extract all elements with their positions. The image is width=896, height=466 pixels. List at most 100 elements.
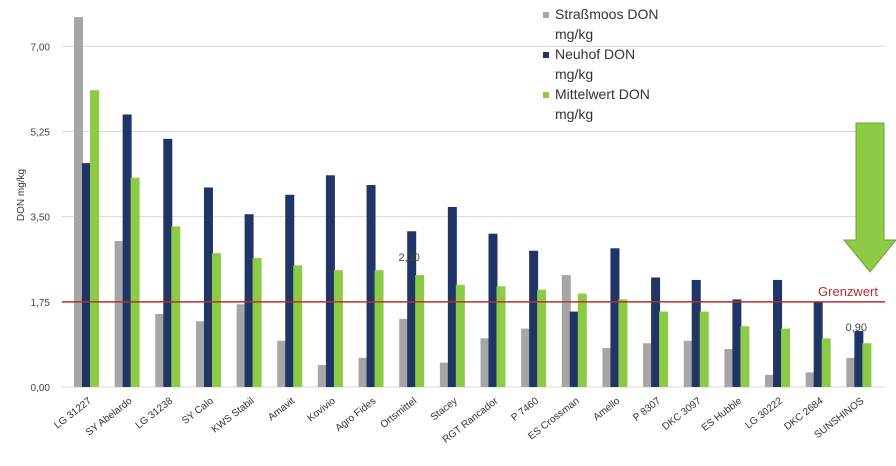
bar-mittelwert bbox=[171, 226, 181, 387]
bar-mittelwert bbox=[577, 293, 587, 387]
bar-strassmoos bbox=[643, 343, 653, 387]
bar-neuhof bbox=[610, 248, 620, 387]
bar-neuhof bbox=[366, 185, 376, 387]
bar-mittelwert bbox=[659, 311, 669, 387]
legend: Straßmoos DON mg/kg Neuhof DON mg/kg Mittelw… bbox=[543, 6, 658, 122]
down-arrow-icon bbox=[842, 122, 896, 273]
y-axis-label: DON mg/kg bbox=[16, 169, 27, 221]
bar-strassmoos bbox=[195, 321, 205, 387]
x-tick-label: Amello bbox=[591, 395, 622, 423]
x-tick-label: DKC 3097 bbox=[660, 395, 703, 432]
bar-strassmoos bbox=[480, 338, 490, 387]
x-tick-label: Agro Fides bbox=[334, 396, 379, 434]
x-tick-label: LG 30222 bbox=[744, 395, 786, 431]
bar-strassmoos bbox=[399, 318, 409, 387]
data-annotations: 2,30 0,90 bbox=[398, 252, 867, 334]
legend-swatch bbox=[543, 92, 549, 98]
bar-mittelwert bbox=[374, 270, 384, 387]
y-tick-label: 3,50 bbox=[31, 213, 51, 224]
bar-mittelwert bbox=[130, 177, 140, 387]
bar-mittelwert bbox=[699, 311, 709, 387]
legend-swatch bbox=[543, 52, 549, 58]
bar-strassmoos bbox=[561, 275, 571, 387]
bar-mittelwert bbox=[781, 328, 791, 387]
legend-label: Neuhof DON bbox=[555, 46, 635, 62]
bar-strassmoos bbox=[236, 304, 246, 387]
bar-neuhof bbox=[163, 138, 173, 387]
x-tick-label: ES Hubble bbox=[700, 395, 745, 433]
bar-neuhof bbox=[813, 301, 823, 387]
bar-neuhof bbox=[244, 214, 254, 387]
bar-neuhof bbox=[447, 206, 457, 387]
x-tick-label: Kovivio bbox=[306, 395, 339, 424]
bars bbox=[74, 17, 872, 388]
bar-mittelwert bbox=[496, 286, 506, 387]
data-annotation: 0,90 bbox=[846, 322, 867, 334]
bar-neuhof bbox=[122, 114, 132, 387]
legend-label: Mittelwert DON bbox=[555, 86, 650, 102]
bar-neuhof bbox=[691, 279, 701, 387]
bar-neuhof bbox=[285, 194, 295, 387]
bar-neuhof bbox=[529, 250, 539, 387]
grenzwert-label: Grenzwert bbox=[818, 284, 878, 299]
bar-strassmoos bbox=[277, 340, 287, 387]
bar-strassmoos bbox=[155, 314, 165, 387]
bar-mittelwert bbox=[821, 338, 831, 387]
y-tick-label: 1,75 bbox=[31, 298, 51, 309]
bar-neuhof bbox=[854, 331, 864, 387]
bar-mittelwert bbox=[211, 253, 221, 387]
bar-strassmoos bbox=[317, 365, 327, 387]
legend-label: Straßmoos DON bbox=[555, 6, 658, 22]
bar-mittelwert bbox=[537, 289, 547, 387]
legend-swatch bbox=[543, 12, 549, 18]
bar-strassmoos bbox=[805, 372, 815, 387]
x-tick-label: P 7460 bbox=[509, 395, 541, 423]
bar-neuhof bbox=[569, 311, 579, 387]
bar-strassmoos bbox=[724, 349, 734, 387]
bar-neuhof bbox=[732, 299, 742, 387]
y-axis-ticks: 0,00 1,75 3,50 5,25 7,00 bbox=[31, 42, 51, 394]
bar-strassmoos bbox=[521, 328, 531, 387]
bar-mittelwert bbox=[415, 275, 425, 387]
legend-label-unit: mg/kg bbox=[555, 106, 593, 122]
bar-mittelwert bbox=[862, 343, 872, 387]
bar-strassmoos bbox=[74, 17, 83, 388]
bar-mittelwert bbox=[455, 284, 465, 387]
bar-strassmoos bbox=[765, 374, 775, 387]
bar-strassmoos bbox=[114, 241, 124, 387]
bar-strassmoos bbox=[846, 357, 856, 387]
bar-mittelwert bbox=[90, 90, 99, 387]
data-annotation: 2,30 bbox=[398, 252, 419, 264]
gridlines bbox=[62, 45, 885, 388]
bar-neuhof bbox=[651, 277, 661, 387]
bar-neuhof bbox=[773, 279, 783, 387]
x-tick-label: SY Calo bbox=[180, 395, 216, 426]
bar-mittelwert bbox=[618, 299, 628, 387]
bar-neuhof bbox=[407, 231, 417, 387]
bar-neuhof bbox=[82, 163, 91, 387]
bar-neuhof bbox=[488, 233, 498, 387]
x-tick-label: KWS Stabil bbox=[210, 396, 257, 436]
bar-strassmoos bbox=[602, 348, 612, 387]
legend-label-unit: mg/kg bbox=[555, 66, 593, 82]
bar-mittelwert bbox=[333, 270, 343, 387]
x-tick-label: LG 31238 bbox=[134, 395, 176, 431]
x-tick-label: Stacey bbox=[429, 396, 460, 423]
bar-mittelwert bbox=[740, 326, 750, 387]
bar-mittelwert bbox=[293, 265, 303, 387]
bar-neuhof bbox=[325, 175, 335, 387]
bar-strassmoos bbox=[683, 340, 693, 387]
y-tick-label: 0,00 bbox=[31, 383, 51, 394]
x-tick-label: P 8307 bbox=[631, 395, 663, 423]
bar-strassmoos bbox=[358, 357, 368, 387]
y-tick-label: 7,00 bbox=[31, 42, 51, 53]
x-tick-label: Amavit bbox=[266, 396, 297, 424]
legend-label-unit: mg/kg bbox=[555, 26, 593, 42]
bar-mittelwert bbox=[252, 258, 262, 387]
x-tick-label: Ortsmittel bbox=[379, 396, 419, 431]
bar-neuhof bbox=[203, 187, 213, 387]
y-tick-label: 5,25 bbox=[31, 128, 51, 139]
bar-strassmoos bbox=[439, 362, 449, 387]
